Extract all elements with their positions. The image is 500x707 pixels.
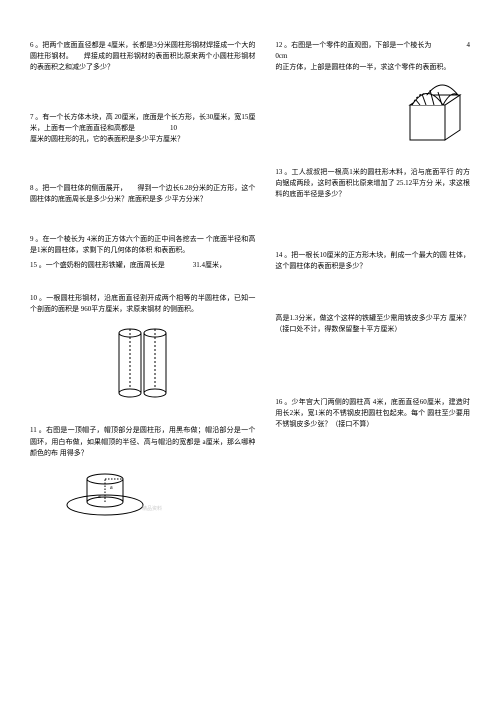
q9-text: 9 。在一个棱长为 4米的正方体六个面的正中间各挖去一 个底面半径和高是1米的圆… (30, 235, 255, 254)
q14b-text: 高是1.3分米，做这个这样的铁罐至少需用铁皮多少平方 厘米？（接口处不计，得数保… (275, 314, 470, 333)
half-cylinder-figure-icon (108, 323, 178, 403)
question-12: 12 。右图是一个零件的直观图，下部是一个棱长为 40cm 的正方体，上部是圆柱… (275, 40, 470, 145)
cube-half-cylinder-figure-icon (400, 80, 470, 145)
q12-text: 12 。右图是一个零件的直观图，下部是一个棱长为 40cm 的正方体，上部是圆柱… (275, 41, 470, 71)
q13-text: 13 。工人叔叔把一根高1米的圆柱形木料，沿与底面平行 的方向锯成两段，这时表面… (275, 168, 470, 198)
hat-figure-icon: a a 精品资料 (60, 465, 170, 520)
q8-text: 8 。把一个圆柱体的侧面展开， 得到一个边长6.28分米的正方形，这个圆柱体的底… (30, 184, 255, 203)
q16-text: 16 。少年宫大门两侧的圆柱高 4米，底面直径60厘米，建造时用长2米，宽1米的… (275, 398, 470, 428)
q15-text: 15 。一个盛奶粉的圆柱形铁罐，底面周长是 31.4厘米， (30, 261, 226, 269)
question-10: 10 。一根圆柱形钢材，沿底面直径割开成两个相等的半圆柱体，已知一个剖面的面积是… (30, 293, 255, 403)
question-16: 16 。少年宫大门两侧的圆柱高 4米，底面直径60厘米，建造时用长2米，宽1米的… (275, 397, 470, 431)
question-14b: 高是1.3分米，做这个这样的铁罐至少需用铁皮多少平方 厘米？（接口处不计，得数保… (275, 313, 470, 335)
svg-text:a: a (110, 485, 113, 491)
watermark-text: 精品资料 (142, 505, 162, 512)
question-13: 13 。工人叔叔把一根高1米的圆柱形木料，沿与底面平行 的方向锯成两段，这时表面… (275, 167, 470, 201)
question-11: 11 。右图是一顶帽子，帽顶部分是圆柱形，用黑布做；帽沿部分是一个 圆环，用白布… (30, 425, 255, 520)
q6-text: 6 。把两个底面直径都是 4厘米，长都是3分米圆柱形钢材焊接成一个大的圆柱形钢材… (30, 41, 255, 71)
question-6: 6 。把两个底面直径都是 4厘米，长都是3分米圆柱形钢材焊接成一个大的圆柱形钢材… (30, 40, 255, 74)
question-14: 14 。把一根长10厘米的正方形木块，削成一个最大的圆 柱体，这个圆柱体的表面积… (275, 250, 470, 272)
question-9: 9 。在一个棱长为 4米的正方体六个面的正中间各挖去一 个底面半径和高是1米的圆… (30, 234, 255, 256)
svg-text:a: a (98, 494, 101, 500)
q14-text: 14 。把一根长10厘米的正方形木块，削成一个最大的圆 柱体，这个圆柱体的表面积… (275, 251, 470, 270)
q7-text: 7 。有一个长方体木块，高 20厘米，底面是个长方形，长30厘米，宽15厘米，上… (30, 113, 255, 143)
question-15: 15 。一个盛奶粉的圆柱形铁罐，底面周长是 31.4厘米， (30, 260, 255, 271)
question-8: 8 。把一个圆柱体的侧面展开， 得到一个边长6.28分米的正方形，这个圆柱体的底… (30, 183, 255, 205)
q10-text: 10 。一根圆柱形钢材，沿底面直径割开成两个相等的半圆柱体，已知一个剖面的面积是… (30, 294, 255, 313)
q11-text: 11 。右图是一顶帽子，帽顶部分是圆柱形，用黑布做；帽沿部分是一个 圆环，用白布… (30, 426, 255, 456)
question-7: 7 。有一个长方体木块，高 20厘米，底面是个长方形，长30厘米，宽15厘米，上… (30, 112, 255, 146)
